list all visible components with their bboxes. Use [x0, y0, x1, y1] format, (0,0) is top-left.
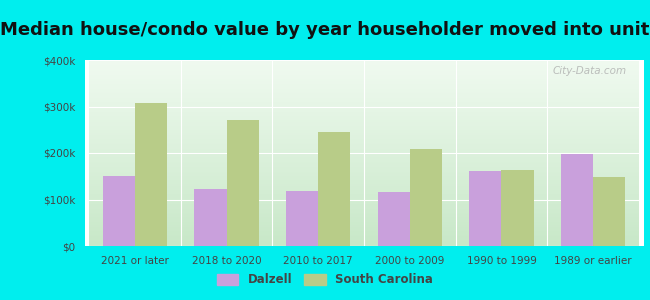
Text: Median house/condo value by year householder moved into unit: Median house/condo value by year househo…	[0, 21, 650, 39]
Text: City-Data.com: City-Data.com	[552, 66, 627, 76]
Bar	[501, 170, 534, 246]
Bar	[194, 189, 227, 246]
Bar	[378, 192, 410, 246]
Bar	[469, 171, 501, 246]
Bar	[318, 132, 350, 246]
Bar	[135, 103, 167, 246]
Bar	[103, 176, 135, 246]
Bar	[561, 154, 593, 246]
Bar	[227, 120, 259, 246]
Bar	[410, 149, 442, 246]
Bar	[286, 191, 318, 246]
Legend: Dalzell, South Carolina: Dalzell, South Carolina	[213, 269, 437, 291]
Bar	[593, 177, 625, 246]
